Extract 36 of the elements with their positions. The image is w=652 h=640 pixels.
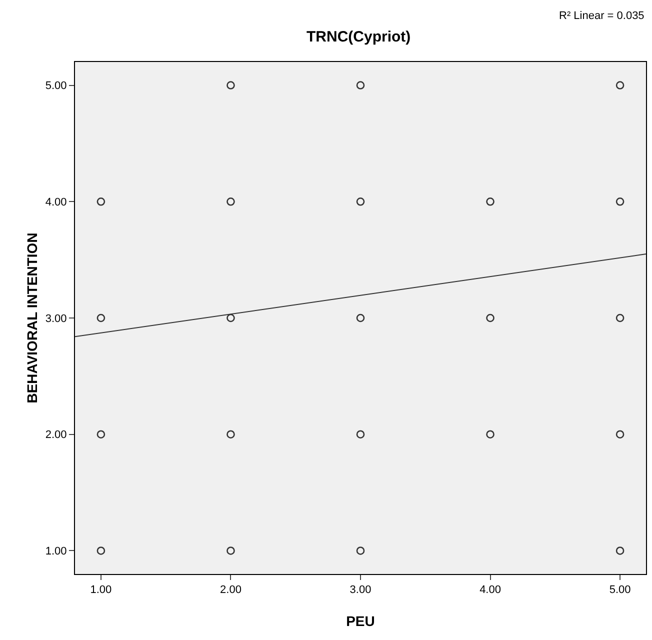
point bbox=[226, 314, 235, 322]
point bbox=[356, 81, 365, 90]
point bbox=[226, 546, 235, 555]
x-tick-label: 1.00 bbox=[90, 584, 112, 596]
point bbox=[486, 430, 494, 439]
point bbox=[356, 197, 365, 206]
x-axis-title: PEU bbox=[346, 613, 375, 629]
y-tick-label: 5.00 bbox=[45, 80, 67, 92]
point bbox=[616, 430, 624, 439]
point bbox=[356, 546, 365, 555]
point bbox=[616, 81, 624, 90]
point bbox=[356, 430, 365, 439]
x-tick-label: 3.00 bbox=[350, 584, 372, 596]
point bbox=[616, 546, 624, 555]
y-tick-label: 1.00 bbox=[45, 546, 67, 558]
point bbox=[226, 430, 235, 439]
x-tick-label: 2.00 bbox=[220, 584, 242, 596]
y-tick-label: 4.00 bbox=[45, 196, 67, 208]
y-axis-title: BEHAVIORAL INTENTION bbox=[24, 232, 40, 404]
point bbox=[96, 430, 106, 439]
y-tick-label: 3.00 bbox=[45, 312, 67, 325]
x-tick-label: 5.00 bbox=[609, 584, 631, 596]
point bbox=[226, 197, 235, 206]
y-tick-label: 2.00 bbox=[45, 429, 67, 442]
point bbox=[96, 314, 106, 322]
text: R² Linear = 0.035 bbox=[559, 10, 644, 22]
point bbox=[356, 314, 365, 322]
chart-title: TRNC(Cypriot) bbox=[306, 28, 411, 46]
point bbox=[226, 81, 235, 90]
point bbox=[486, 197, 494, 206]
x-tick-label: 4.00 bbox=[480, 584, 501, 596]
point bbox=[616, 314, 624, 322]
point bbox=[96, 197, 106, 206]
point bbox=[616, 197, 624, 206]
point bbox=[96, 546, 106, 555]
point bbox=[486, 314, 494, 322]
